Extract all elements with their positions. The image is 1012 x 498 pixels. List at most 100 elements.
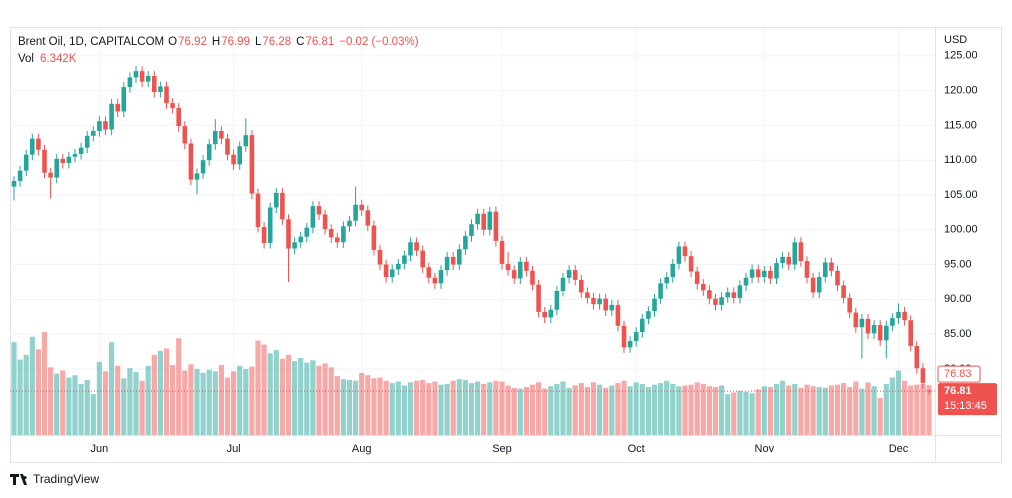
volume-bar — [895, 370, 902, 435]
volume-bar — [865, 382, 871, 435]
volume-bar — [243, 368, 249, 435]
candle-body — [609, 304, 615, 311]
x-tick-label: Dec — [889, 443, 909, 455]
volume-bar — [603, 387, 609, 435]
volume-bar — [639, 383, 645, 435]
candle-body — [158, 86, 163, 93]
ohlc-value: 76.99 — [221, 36, 250, 48]
candle-body — [36, 138, 41, 150]
candle-body — [841, 285, 846, 298]
volume-bar — [615, 383, 621, 435]
ohlc-label: C — [296, 36, 304, 48]
volume-bar — [249, 366, 255, 435]
candle-body — [755, 269, 761, 278]
candle-body — [731, 292, 737, 298]
candle-body — [145, 76, 151, 82]
volume-bar — [597, 384, 603, 435]
candle-body — [560, 277, 566, 291]
y-tick-label: 105.00 — [944, 189, 978, 201]
volume-bar — [841, 383, 847, 435]
price-marker-label: 76.83 — [944, 368, 972, 380]
volume-bar — [194, 368, 200, 435]
volume-bar — [121, 378, 127, 435]
price-marker-box — [937, 365, 981, 383]
candle-body — [603, 298, 608, 311]
candle-body — [78, 147, 84, 154]
candle-body — [438, 270, 444, 284]
volume-bar — [420, 379, 426, 435]
volume-bar — [749, 393, 755, 435]
candle-body — [914, 345, 920, 369]
volume-bar — [346, 379, 353, 435]
candle-body — [627, 341, 633, 348]
volume-bar — [322, 363, 328, 435]
volume-bar — [529, 384, 536, 435]
candle-body — [30, 138, 35, 155]
candle-body — [847, 297, 852, 313]
volume-bar — [511, 387, 517, 435]
y-tick-label: 100.00 — [944, 224, 978, 236]
candle-body — [737, 285, 743, 298]
candle-body — [225, 138, 230, 155]
volume-bar — [224, 377, 231, 435]
candle-body — [682, 246, 688, 257]
candle-body — [60, 158, 66, 163]
volume-bar — [426, 383, 432, 435]
candle-body — [426, 267, 432, 278]
candle-body — [298, 236, 303, 243]
volume-bar — [90, 394, 96, 435]
candle-body — [908, 320, 913, 346]
volume-bar — [407, 382, 414, 435]
volume-bar — [676, 386, 682, 435]
candle-body — [524, 261, 529, 271]
candle-body — [890, 318, 895, 326]
volume-bar — [664, 380, 670, 435]
ohlc-value: 76.92 — [178, 36, 207, 48]
candle-body — [865, 318, 871, 334]
volume-bar — [334, 376, 340, 435]
volume-bar — [285, 354, 292, 435]
volume-bar — [773, 383, 780, 435]
volume-bar — [237, 365, 243, 435]
candle-body — [414, 242, 419, 251]
volume-bar — [377, 377, 383, 435]
x-tick-label: Sep — [492, 443, 512, 455]
candle-body — [328, 229, 334, 238]
volume-bar — [102, 371, 109, 435]
candle-body — [200, 160, 206, 174]
candle-body — [420, 250, 425, 268]
volume-bar — [725, 394, 731, 435]
volume-bar — [572, 385, 578, 435]
candle-body — [487, 211, 493, 230]
candle-body — [383, 264, 389, 278]
volume-bar — [78, 383, 84, 435]
volume-bar — [859, 388, 865, 435]
volume-bar — [645, 387, 651, 435]
volume-bar — [462, 379, 468, 435]
candle-body — [396, 263, 401, 270]
candle-body — [341, 226, 346, 243]
volume-bar — [365, 375, 371, 435]
change: −0.02 (−0.03%) — [339, 36, 418, 48]
volume-bar — [157, 350, 163, 435]
candle-body — [231, 154, 236, 165]
candle-body — [640, 318, 645, 333]
brand-name: TradingView — [33, 472, 99, 486]
candle-body — [786, 256, 791, 265]
candle-body — [694, 271, 700, 285]
candle-body — [658, 283, 663, 299]
candle-body — [267, 207, 273, 243]
volume-bar — [536, 382, 542, 435]
volume-bar — [523, 387, 529, 435]
y-tick-label: 90.00 — [944, 293, 972, 305]
candle-body — [84, 135, 90, 148]
candle-body — [176, 108, 181, 127]
candle-body — [457, 249, 462, 265]
candle-body — [450, 256, 456, 265]
candle-body — [304, 227, 310, 237]
volume-bar — [182, 370, 188, 435]
candle-body — [676, 246, 682, 264]
volume-bar — [682, 385, 688, 435]
volume-bar — [371, 378, 377, 435]
